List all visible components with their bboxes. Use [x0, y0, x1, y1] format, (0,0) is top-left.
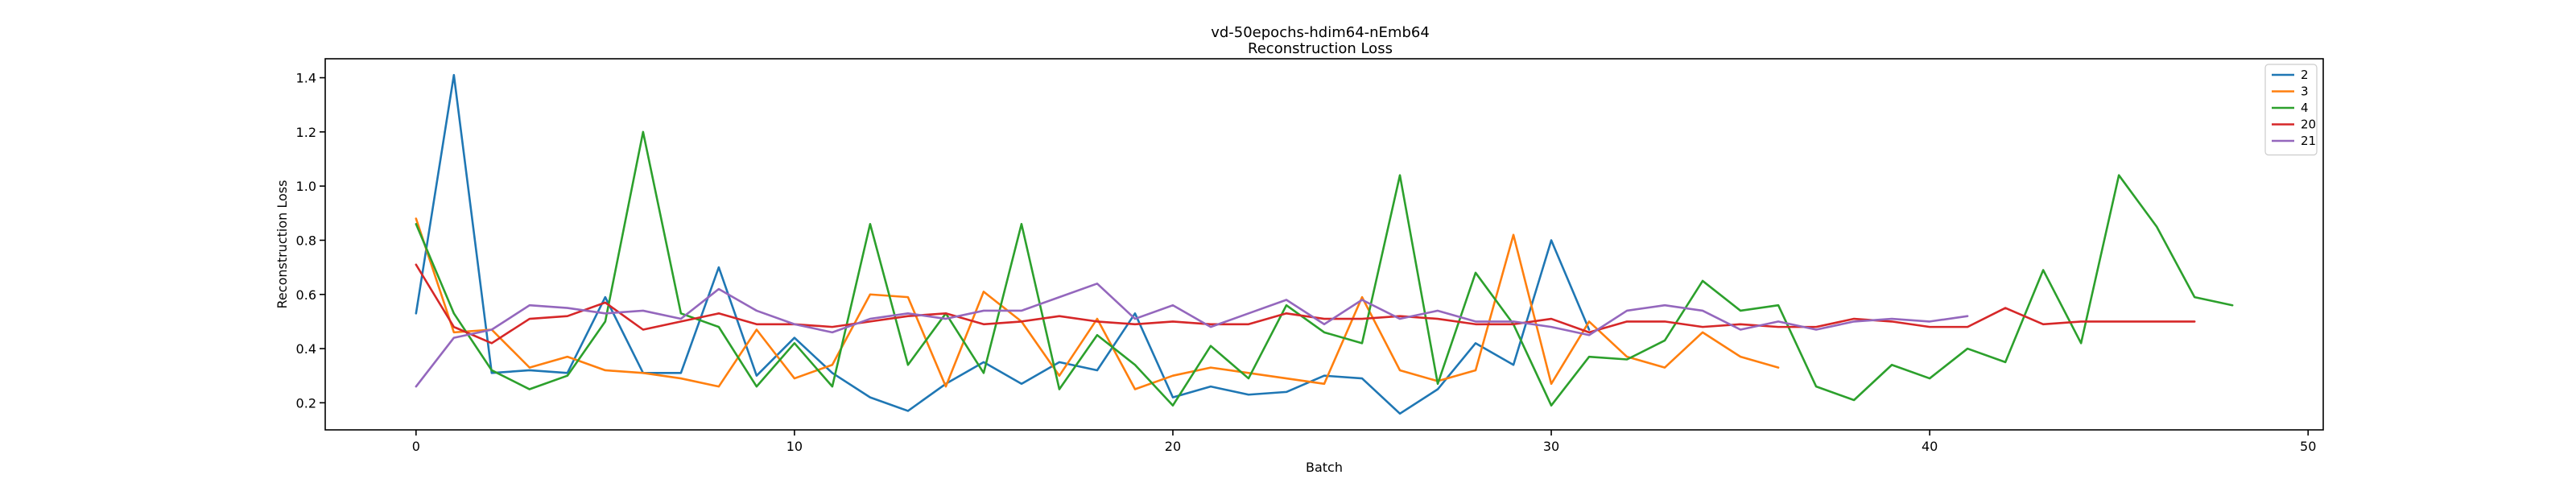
y-tick-label: 1.0 — [296, 179, 316, 194]
x-tick-label: 50 — [2300, 439, 2316, 454]
y-tick-label: 1.4 — [296, 71, 316, 86]
legend-label-21: 21 — [2301, 134, 2316, 148]
x-tick-label: 0 — [412, 439, 420, 454]
legend-label-2: 2 — [2301, 68, 2309, 82]
x-tick-label: 30 — [1543, 439, 1559, 454]
x-tick-label: 20 — [1165, 439, 1181, 454]
legend-label-20: 20 — [2301, 118, 2316, 132]
y-axis-ticks: 0.2 0.4 0.6 0.8 1.0 1.2 1.4 — [296, 71, 325, 411]
series-line-3 — [415, 217, 1780, 390]
y-tick-label: 0.2 — [296, 395, 316, 411]
series-line-4 — [415, 130, 2234, 407]
x-tick-label: 40 — [1922, 439, 1938, 454]
chart-subtitle: Reconstruction Loss — [1248, 40, 1393, 57]
x-tick-label: 10 — [786, 439, 803, 454]
legend-box — [2264, 64, 2318, 156]
x-axis-label: Batch — [1306, 460, 1343, 475]
legend: 2 3 4 20 21 — [2264, 64, 2318, 156]
y-tick-label: 0.4 — [296, 341, 316, 357]
series-line-20 — [415, 263, 2196, 345]
plot-series — [415, 73, 2234, 415]
series-line-21 — [415, 282, 1969, 388]
y-tick-label: 1.2 — [296, 125, 316, 140]
y-axis-label: Reconstruction Loss — [275, 180, 290, 309]
y-tick-label: 0.8 — [296, 233, 316, 248]
y-tick-label: 0.6 — [296, 287, 316, 303]
x-axis-ticks: 0 10 20 30 40 50 — [412, 430, 2316, 454]
axes-frame — [324, 58, 2324, 431]
legend-label-4: 4 — [2301, 101, 2309, 115]
legend-label-3: 3 — [2301, 85, 2309, 99]
series-line-2 — [415, 73, 1591, 415]
chart-title: vd-50epochs-hdim64-nEmb64 — [1211, 24, 1430, 41]
